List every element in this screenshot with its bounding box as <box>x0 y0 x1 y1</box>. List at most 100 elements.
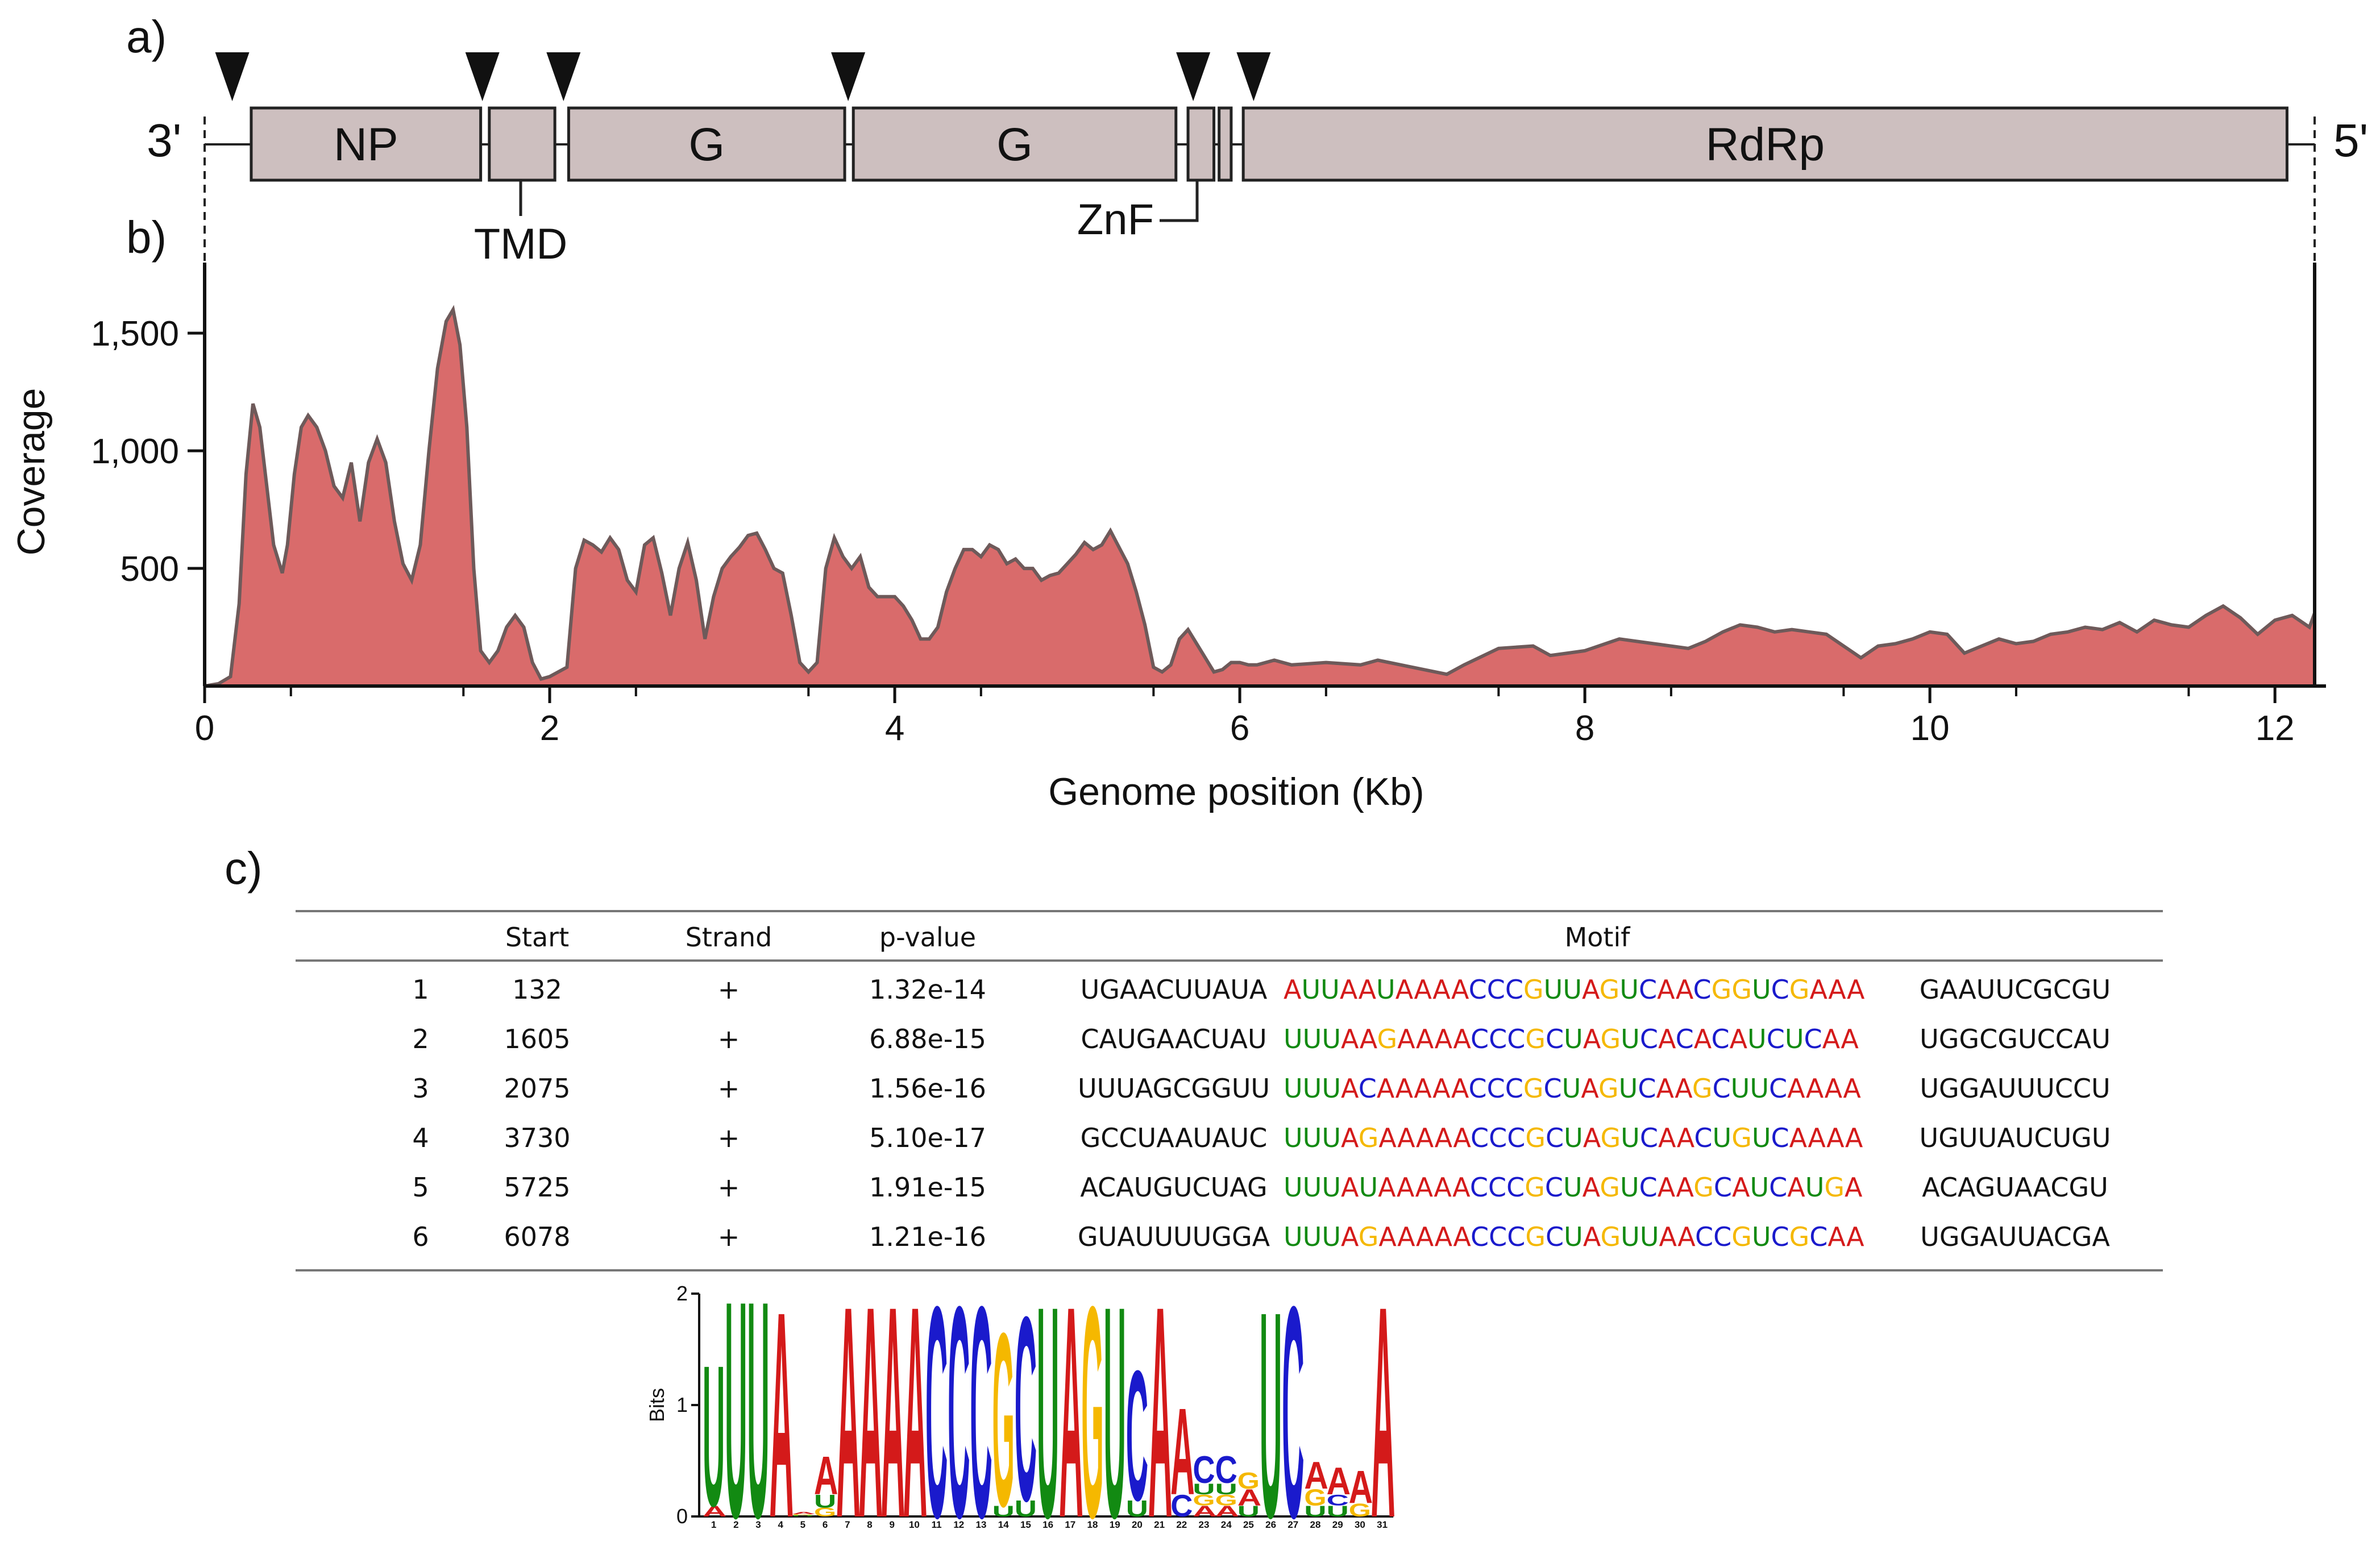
logo-letter: A <box>770 1251 794 1546</box>
znf-pointer-line <box>1160 180 1199 222</box>
p-value-cell: 1.32e-14 <box>869 974 986 1005</box>
znf-label: ZnF <box>1077 196 1154 244</box>
logo-letter: A <box>1327 1460 1351 1503</box>
motif-table-rows: 1 132 +1.32e-14 UGAACUUAUA GAAUUCGCGU AUUAAUA… <box>412 974 2111 1252</box>
p-value-cell: 6.88e-15 <box>869 1024 986 1054</box>
strand-cell: + <box>718 1172 740 1203</box>
logo-letter: G <box>1193 1491 1215 1509</box>
table-row: 5 5725 +1.91e-15 ACAUGUCUAG ACAGUAACGU UUUAUA… <box>412 1172 2108 1203</box>
gene-box <box>1241 106 2288 182</box>
logo-position-label: 16 <box>1042 1519 1053 1530</box>
logo-letter: A <box>858 1244 882 1546</box>
logo-y-tick-label: 2 <box>676 1282 688 1305</box>
logo-letter: U <box>1304 1503 1326 1520</box>
x-tick-label: 2 <box>540 709 559 748</box>
logo-letter: A <box>881 1244 905 1546</box>
logo-letter: G <box>1215 1491 1237 1509</box>
start-cell: 1605 <box>504 1024 570 1054</box>
x-tick-label: 6 <box>1230 709 1249 748</box>
start-cell: 132 <box>512 974 562 1005</box>
strand-cell: + <box>718 974 740 1005</box>
tmd-label: TMD <box>474 220 568 268</box>
x-tick-label: 0 <box>195 709 214 748</box>
logo-position-label: 12 <box>953 1519 964 1530</box>
row-number: 3 <box>412 1073 429 1104</box>
logo-position-label: 15 <box>1020 1519 1031 1530</box>
motif-arrows <box>215 52 1271 101</box>
coverage-line <box>204 305 2316 688</box>
gene-label: G <box>996 119 1033 171</box>
table-row: 2 1605 +6.88e-15 CAUGAACUAU UGGCGUCCAU UUUAAG… <box>412 1024 2111 1054</box>
logo-letter: A <box>903 1244 927 1546</box>
table-row: 4 3730 +5.10e-17 GCCUAAUAUC UGUUAUCUGU UUUAGA… <box>412 1123 2111 1153</box>
logo-letter: U <box>792 1515 814 1517</box>
logo-letter: C <box>1282 1243 1304 1546</box>
logo-letter: C <box>1193 1448 1215 1491</box>
logo-position-label: 17 <box>1065 1519 1075 1530</box>
strand-cell: + <box>718 1024 740 1054</box>
logo-position-label: 7 <box>845 1519 850 1530</box>
logo-letter: U <box>1237 1503 1260 1520</box>
logo-letter: G <box>1237 1468 1260 1494</box>
right-flank-cell: UGGAUUUCCU <box>1920 1073 2110 1104</box>
y-tick-label: 1,000 <box>91 432 179 471</box>
x-tick-label: 10 <box>1910 709 1950 748</box>
table-row: 3 2075 +1.56e-16 UUUAGCGGUU UGGAUUUCCU UUUACA… <box>412 1073 2110 1104</box>
y-tick-label: 500 <box>121 550 179 589</box>
logo-position-label: 21 <box>1154 1519 1165 1530</box>
right-flank-cell: UGGAUUACGA <box>1920 1221 2110 1252</box>
logo-letter: U <box>1126 1496 1148 1522</box>
p-value-cell: 1.56e-16 <box>869 1073 986 1104</box>
logo-letter: U <box>747 1236 769 1546</box>
p-value-cell: 1.21e-16 <box>869 1221 986 1252</box>
gene-label: NP <box>334 119 398 171</box>
logo-position-label: 13 <box>976 1519 987 1530</box>
left-flank-cell: UGAACUUAUA <box>1081 974 1268 1005</box>
motif-cell: UUUAUAAAAACCCGCUAGUCAAGCAUCAUGA <box>1284 1172 1863 1203</box>
logo-letter: G <box>992 1281 1015 1546</box>
motif-cell: AUUAAUAAAACCCGUUAGUCAACGGUCGAAA <box>1284 974 1865 1005</box>
logo-letter: A <box>1193 1503 1216 1520</box>
logo-position-label: 29 <box>1332 1519 1343 1530</box>
x-axis-title: Genome position (Kb) <box>1048 770 1424 813</box>
table-row: 1 132 +1.32e-14 UGAACUUAUA GAAUUCGCGU AUUAAUA… <box>412 974 2111 1005</box>
p-value-cell: 5.10e-17 <box>869 1123 986 1153</box>
logo-letter: U <box>992 1503 1015 1520</box>
logo-letter: C <box>925 1243 948 1546</box>
logo-letter: U <box>1037 1243 1059 1546</box>
gene-box <box>250 106 483 182</box>
logo-letter: A <box>1304 1454 1328 1497</box>
x-tick-label: 4 <box>885 709 904 748</box>
logo-letter: G <box>1081 1244 1103 1546</box>
logo-letter: U <box>1193 1481 1215 1498</box>
logo-position-label: 26 <box>1265 1519 1276 1530</box>
strand-cell: + <box>718 1123 740 1153</box>
logo-letter: G <box>792 1514 814 1516</box>
logo-position-label: 11 <box>932 1519 942 1530</box>
logo-letter: A <box>1170 1382 1194 1520</box>
left-flank-cell: UUUAGCGGUU <box>1078 1073 1270 1104</box>
logo-position-label: 8 <box>867 1519 872 1530</box>
logo-position-label: 20 <box>1132 1519 1143 1530</box>
p-value-cell: 1.91e-15 <box>869 1172 986 1203</box>
motif-cell: UUUAGAAAAACCCGCUAGUUAACCGUCGCAA <box>1284 1221 1864 1252</box>
logo-position-label: 22 <box>1176 1519 1187 1530</box>
logo-letter: A <box>814 1445 838 1506</box>
logo-position-label: 10 <box>909 1519 920 1530</box>
right-flank-cell: ACAGUAACGU <box>1922 1172 2108 1203</box>
logo-letter: A <box>1371 1244 1395 1546</box>
logo-position-label: 27 <box>1287 1519 1298 1530</box>
logo-position-label: 24 <box>1221 1519 1232 1530</box>
start-cell: 3730 <box>504 1123 570 1153</box>
logo-letter: G <box>1304 1484 1326 1510</box>
header-motif: Motif <box>1565 922 1631 953</box>
right-flank-cell: UGUUAUCUGU <box>1920 1123 2111 1153</box>
logo-letter: A <box>1349 1462 1373 1514</box>
logo-letter: G <box>814 1506 836 1519</box>
logo-letter: A <box>792 1511 816 1515</box>
gene-label: G <box>688 119 725 171</box>
left-flank-cell: GUAUUUUGGA <box>1078 1221 1270 1252</box>
logo-letter: U <box>1327 1503 1349 1520</box>
logo-y-tick-label: 0 <box>676 1505 688 1528</box>
